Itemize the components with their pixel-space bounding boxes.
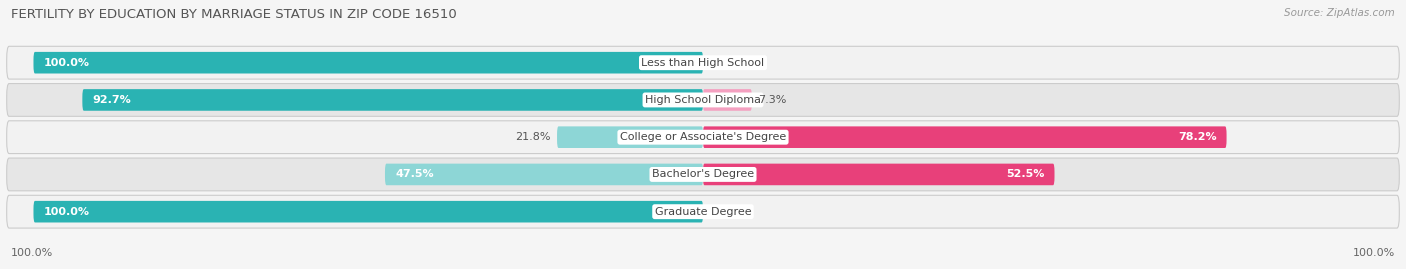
- Text: Bachelor's Degree: Bachelor's Degree: [652, 169, 754, 179]
- Text: 7.3%: 7.3%: [759, 95, 787, 105]
- FancyBboxPatch shape: [703, 126, 1226, 148]
- FancyBboxPatch shape: [7, 195, 1399, 228]
- FancyBboxPatch shape: [557, 126, 703, 148]
- Text: 100.0%: 100.0%: [1353, 248, 1395, 258]
- Text: Source: ZipAtlas.com: Source: ZipAtlas.com: [1284, 8, 1395, 18]
- Text: 100.0%: 100.0%: [11, 248, 53, 258]
- Text: 21.8%: 21.8%: [515, 132, 550, 142]
- Text: 92.7%: 92.7%: [93, 95, 131, 105]
- FancyBboxPatch shape: [83, 89, 703, 111]
- FancyBboxPatch shape: [703, 164, 1054, 185]
- Text: FERTILITY BY EDUCATION BY MARRIAGE STATUS IN ZIP CODE 16510: FERTILITY BY EDUCATION BY MARRIAGE STATU…: [11, 8, 457, 21]
- Text: 100.0%: 100.0%: [44, 58, 90, 68]
- Text: 52.5%: 52.5%: [1007, 169, 1045, 179]
- Text: 100.0%: 100.0%: [44, 207, 90, 217]
- Text: Graduate Degree: Graduate Degree: [655, 207, 751, 217]
- FancyBboxPatch shape: [385, 164, 703, 185]
- FancyBboxPatch shape: [7, 46, 1399, 79]
- FancyBboxPatch shape: [7, 84, 1399, 116]
- Text: Less than High School: Less than High School: [641, 58, 765, 68]
- FancyBboxPatch shape: [7, 158, 1399, 191]
- FancyBboxPatch shape: [703, 89, 752, 111]
- Text: 78.2%: 78.2%: [1178, 132, 1216, 142]
- FancyBboxPatch shape: [34, 52, 703, 73]
- FancyBboxPatch shape: [7, 121, 1399, 154]
- FancyBboxPatch shape: [34, 201, 703, 222]
- Text: 47.5%: 47.5%: [395, 169, 433, 179]
- Text: College or Associate's Degree: College or Associate's Degree: [620, 132, 786, 142]
- Text: High School Diploma: High School Diploma: [645, 95, 761, 105]
